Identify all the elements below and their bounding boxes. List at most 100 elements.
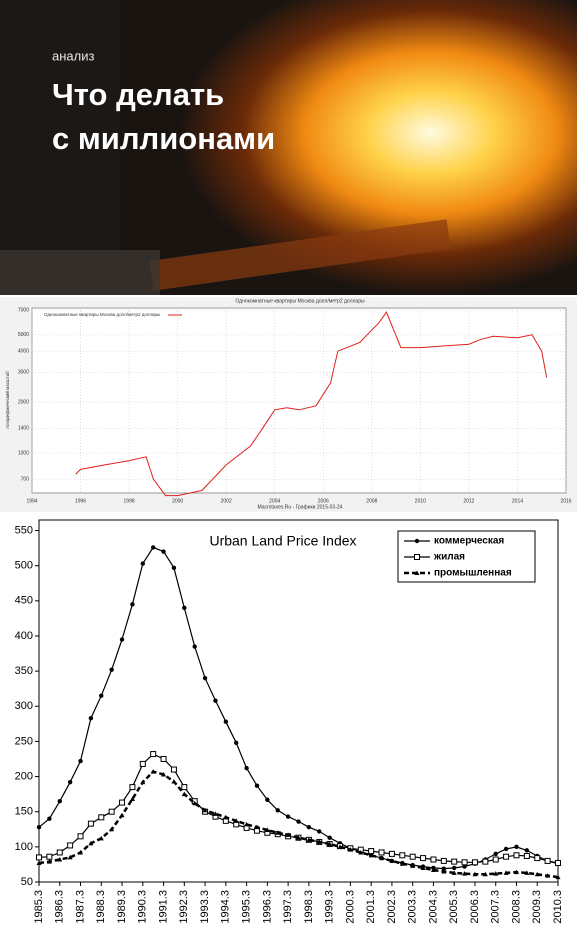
y-tick-label: 100: [15, 841, 33, 853]
marker: [57, 798, 62, 804]
marker: [306, 824, 312, 830]
marker: [192, 800, 198, 806]
y-tick-label: 4000: [18, 348, 29, 354]
chart-title: Urban Land Price Index: [209, 533, 356, 549]
x-tick-label: 1986.3: [54, 890, 66, 924]
marker: [170, 766, 177, 773]
marker: [171, 778, 177, 784]
y-tick-label: 300: [15, 700, 33, 712]
marker: [296, 819, 301, 824]
marker: [99, 693, 104, 698]
marker: [462, 864, 467, 869]
marker: [482, 858, 489, 865]
marker: [358, 849, 364, 855]
marker: [181, 784, 188, 791]
header: анализ Что делать с миллионами: [0, 0, 577, 295]
x-tick-label: 1988.3: [95, 890, 107, 924]
marker: [108, 808, 115, 815]
marker: [275, 808, 280, 813]
x-tick-label: 1996.3: [261, 890, 273, 924]
y-tick-label: 550: [15, 524, 33, 536]
x-tick-label: 2004: [269, 498, 280, 504]
y-tick-label: 5000: [18, 332, 29, 338]
x-tick-label: 2002: [221, 498, 232, 504]
marker: [57, 857, 63, 862]
marker: [317, 829, 322, 834]
marker: [150, 545, 156, 550]
marker: [451, 870, 457, 875]
marker: [223, 814, 229, 820]
chart-title: Однокомнатные квартиры Москва долл/метр2…: [235, 298, 365, 304]
marker: [160, 755, 167, 762]
legend-label: Однокомнатные квартиры Москва долл/метр2…: [44, 312, 160, 317]
y-tick-label: 200: [15, 770, 33, 782]
marker: [414, 570, 420, 575]
marker: [534, 855, 541, 862]
marker: [275, 830, 281, 835]
marker: [161, 549, 166, 554]
marker: [379, 855, 385, 861]
marker: [555, 874, 561, 880]
marker: [451, 858, 458, 865]
marker: [430, 856, 437, 863]
marker: [482, 871, 488, 877]
marker: [129, 784, 136, 791]
marker: [140, 779, 146, 785]
marker: [87, 820, 94, 827]
x-tick-label: 2014: [512, 498, 523, 504]
marker: [212, 811, 218, 816]
x-tick-label: 2010: [415, 498, 426, 504]
marker: [109, 826, 115, 832]
marker: [202, 675, 208, 681]
marker: [399, 861, 405, 866]
marker: [182, 605, 187, 611]
legend-label: коммерческая: [434, 536, 504, 547]
marker: [36, 854, 42, 861]
marker: [77, 833, 84, 840]
marker: [130, 602, 135, 607]
marker: [213, 698, 218, 703]
y-tick-label: 150: [15, 806, 33, 818]
y-axis-label: логарифмический масштаб: [4, 371, 10, 429]
marker: [150, 769, 156, 774]
x-tick-label: 2006.3: [469, 890, 481, 924]
x-tick-label: 1992.3: [178, 890, 190, 924]
marker: [223, 719, 229, 724]
x-tick-label: 1991.3: [157, 890, 169, 924]
marker: [264, 827, 270, 832]
marker: [545, 873, 551, 878]
marker: [129, 796, 135, 802]
marker: [67, 854, 73, 860]
marker: [440, 857, 447, 864]
marker: [46, 859, 52, 864]
marker: [327, 841, 333, 847]
marker: [67, 842, 74, 849]
price-line: [75, 311, 548, 497]
marker: [233, 818, 239, 823]
plot-frame: [38, 519, 559, 883]
marker: [150, 751, 157, 758]
headline: Что делать: [52, 77, 224, 112]
x-tick-label: 1994: [26, 498, 37, 504]
marker: [514, 844, 519, 850]
x-tick-label: 1998: [124, 498, 135, 504]
marker: [555, 860, 561, 867]
y-tick-label: 50: [21, 876, 33, 888]
marker: [523, 852, 530, 859]
marker: [36, 824, 42, 830]
x-tick-label: 2003.3: [407, 890, 419, 924]
marker: [254, 783, 260, 788]
marker: [420, 865, 426, 870]
marker: [420, 855, 427, 862]
x-tick-label: 2008.3: [510, 890, 522, 924]
x-tick-label: 1990.3: [137, 890, 149, 924]
marker: [492, 856, 499, 863]
marker: [119, 812, 125, 818]
marker: [46, 853, 53, 860]
y-tick-label: 2000: [18, 399, 29, 405]
marker: [503, 870, 509, 875]
x-tick-label: 2002.3: [386, 890, 398, 924]
marker: [388, 850, 395, 857]
y-tick-label: 450: [15, 595, 33, 607]
